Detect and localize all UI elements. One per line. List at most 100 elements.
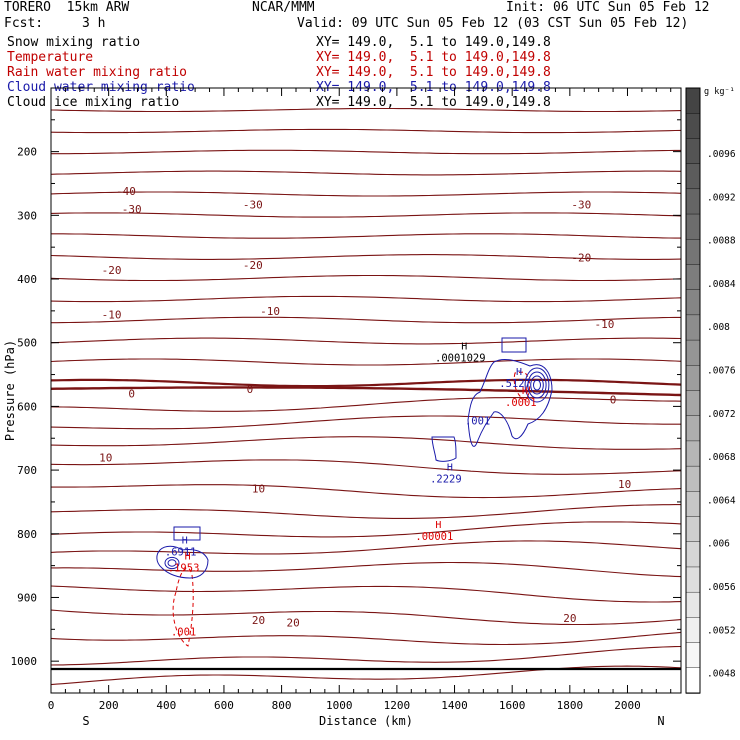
isotherm-label: -20 [243,259,263,272]
x-tick-label: 1400 [441,699,468,712]
cloud-water-contour [467,359,553,447]
x-tick-label: 1600 [499,699,526,712]
isotherm-0 [50,378,682,388]
extremum-value: .6911 [165,547,197,559]
extremum-marker: H [447,462,453,473]
colorbar-segment [685,289,701,316]
isotherm [50,274,682,282]
isotherm-label: 0 [128,388,135,401]
y-tick-label: 700 [17,464,37,477]
isotherm-label: 0 [610,393,617,406]
south-label: S [82,714,89,728]
isotherm [50,415,681,430]
temperature-isotherms [50,107,682,686]
extremum-marker: H [516,367,522,378]
isotherm [50,665,682,686]
colorbar-segment [685,163,701,190]
colorbar-tick-label: .0056 [707,582,736,593]
cloud-water-contour [501,337,527,353]
isotherm [50,521,682,538]
isotherm-label: -10 [260,305,280,318]
x-tick-label: 2000 [614,699,641,712]
colorbar-tick-label: .0096 [707,149,736,160]
colorbar-tick-label: .0088 [707,236,736,247]
field-xy-rain: XY= 149.0, 5.1 to 149.0,149.8 [316,65,551,80]
colorbar-segment [685,239,701,266]
isotherm [50,645,682,666]
isotherm [50,540,682,555]
field-name-temperature: Temperature [7,50,94,65]
colorbar-tick-label: .0068 [707,452,736,463]
valid-time: Valid: 09 UTC Sun 05 Feb 12 (03 CST Sun … [297,16,689,31]
colorbar-segment [685,188,701,215]
colorbar-tick-label: .0084 [707,279,736,290]
isotherm [51,561,682,578]
colorbar-segment [685,541,701,568]
field-xy-cloud-ice: XY= 149.0, 5.1 to 149.0,149.8 [316,95,551,110]
colorbar-tick-label: .008 [707,322,730,333]
extremum-value: .1953 [168,563,200,575]
x-tick-label: 600 [214,699,234,712]
isotherm [50,107,682,113]
isotherm-label: -10 [594,318,614,331]
extremum-value: .5127 [499,378,531,390]
cloud-water-ring [527,371,547,399]
colorbar-tick-label: .0064 [707,495,736,506]
field-name-snow: Snow mixing ratio [7,35,141,50]
extremum-value: .00001 [415,531,453,543]
y-tick-label: 500 [17,337,37,350]
extremum-value: .001 [465,415,490,427]
isotherm-label: -30 [122,203,142,216]
colorbar-segment [685,138,701,165]
colorbar-segment [685,566,701,593]
cloud-water-contours [156,337,553,579]
colorbar-segment [685,465,701,493]
field-name-cloud-ice: Cloud ice mixing ratio [7,95,180,110]
cloud-water-ring [524,367,550,403]
colorbar-segment [685,415,701,442]
x-tick-label: 1000 [326,699,353,712]
cloud-water-ring [533,379,541,391]
isotherm [50,191,682,197]
x-tick-label: 400 [156,699,176,712]
plot-frame [50,87,682,694]
colorbar-segment [685,390,701,417]
isotherm [50,631,682,646]
x-tick-label: 1800 [557,699,584,712]
field-xy-temperature: XY= 149.0, 5.1 to 149.0,149.8 [316,50,551,65]
isotherm [50,128,682,134]
x-axis-title: Distance (km) [319,714,413,728]
y-tick-label: 600 [17,400,37,413]
organization: NCAR/MMM [252,0,315,15]
rain-contour-low [172,567,194,647]
colorbar-tick-label: .0076 [707,366,736,377]
extremum-marker: H [435,520,441,531]
isotherm [51,233,681,239]
colorbar-segment [685,591,701,619]
colorbar-segment [685,314,701,341]
x-axis: 0 200 400 600 800 1000 1200 1400 1600 1800 2000 [48,88,672,712]
isotherm [51,316,681,324]
isotherm [50,295,682,303]
colorbar-segment [685,667,701,694]
north-label: N [657,714,664,728]
isotherm [50,436,682,450]
colorbar-tick-label: .0092 [707,192,736,203]
init-time: Init: 06 UTC Sun 05 Feb 12 [506,0,710,15]
isotherm-label: 10 [99,451,112,464]
colorbar-segment [685,491,701,518]
cloud-water-contour [431,436,457,462]
forecast-label: Fcst: [4,16,44,31]
extremum-marker: H [185,552,191,563]
isotherm-label: 20 [286,616,299,629]
extremum-value: .2229 [430,473,462,485]
colorbar-tick-label: .0072 [707,409,736,420]
y-tick-label: 800 [17,528,37,541]
field-name-rain: Rain water mixing ratio [7,65,188,80]
forecast-hour: 3 h [82,16,106,31]
extremum-marker: H [182,536,188,547]
colorbar-segment [685,113,701,140]
isotherm-label: -30 [571,198,591,211]
colorbar-segment [685,642,701,669]
